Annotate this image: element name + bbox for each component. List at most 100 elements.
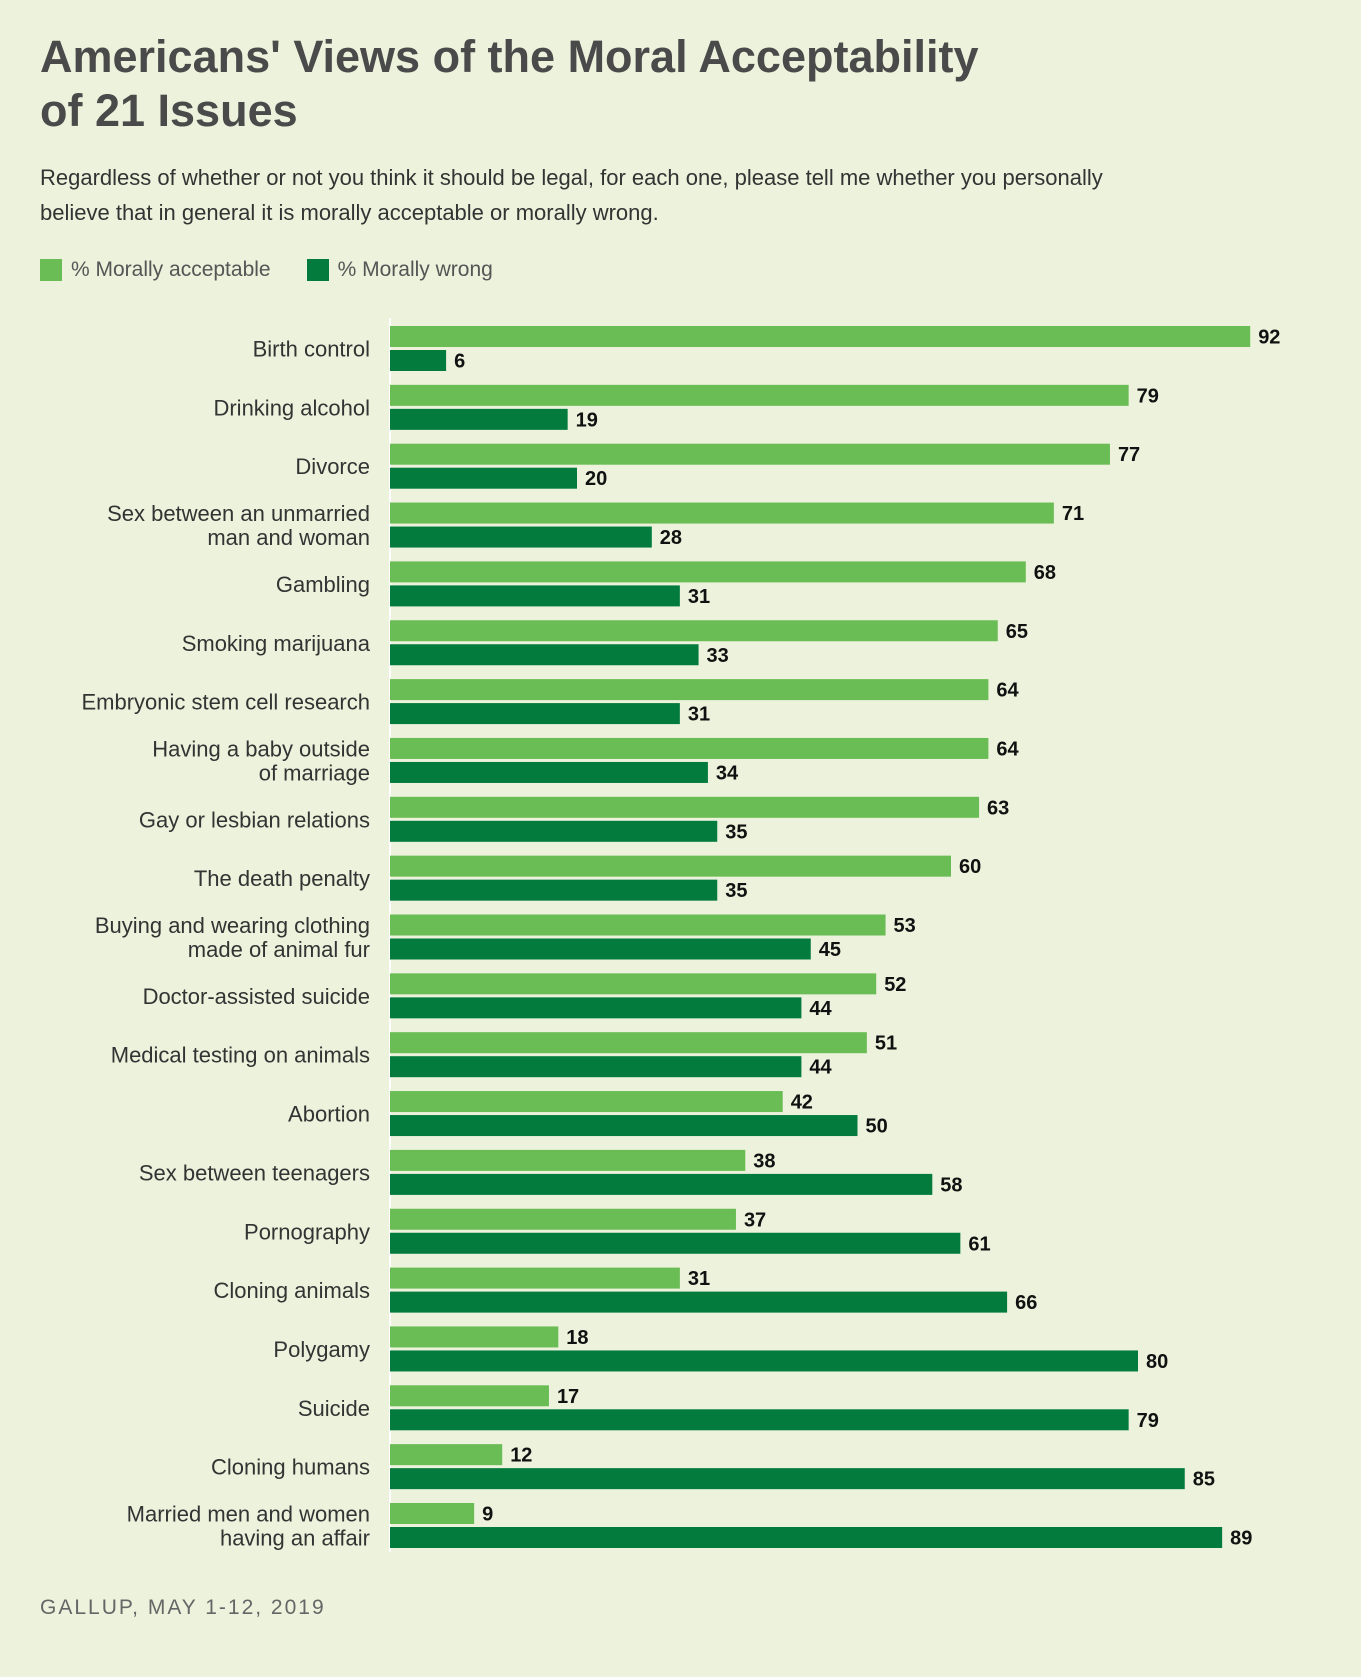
category-label-line: Married men and women: [127, 1502, 370, 1527]
bar-wrong: [390, 938, 811, 960]
category-label: Pornography: [244, 1219, 370, 1244]
data-label-acceptable: 9: [482, 1504, 493, 1526]
data-label-wrong: 35: [725, 821, 747, 843]
legend-swatch-acceptable: [40, 259, 62, 281]
category-label-line: Pornography: [244, 1219, 370, 1244]
chart-subtitle-line2: believe that in general it is morally ac…: [40, 200, 659, 225]
data-label-wrong: 79: [1137, 1410, 1159, 1432]
data-label-acceptable: 92: [1258, 327, 1280, 349]
data-label-acceptable: 71: [1062, 503, 1084, 525]
bar-wrong: [390, 408, 568, 430]
category-label: Gambling: [276, 572, 370, 597]
data-label-acceptable: 51: [875, 1033, 897, 1055]
data-label-wrong: 50: [866, 1116, 888, 1138]
category-label-line: made of animal fur: [188, 937, 370, 962]
bar-acceptable: [390, 384, 1129, 406]
data-label-wrong: 89: [1230, 1528, 1252, 1550]
bar-acceptable: [390, 679, 989, 701]
category-label: Divorce: [295, 454, 370, 479]
data-label-wrong: 31: [688, 586, 710, 608]
bar-wrong: [390, 879, 718, 901]
category-label-line: Suicide: [298, 1396, 370, 1421]
data-label-wrong: 80: [1146, 1351, 1168, 1373]
data-label-acceptable: 17: [557, 1386, 579, 1408]
category-label: Polygamy: [273, 1337, 370, 1362]
category-label-line: Having a baby outside: [152, 736, 370, 761]
data-label-acceptable: 64: [996, 738, 1019, 760]
bar-wrong: [390, 1115, 858, 1137]
category-label: Drinking alcohol: [213, 395, 370, 420]
category-label: Sex between an unmarried man and woman: [107, 501, 370, 550]
data-label-wrong: 85: [1193, 1469, 1215, 1491]
category-label-line: Gay or lesbian relations: [139, 807, 370, 832]
bar-acceptable: [390, 1503, 475, 1524]
bar-wrong: [390, 1468, 1185, 1490]
data-label-acceptable: 64: [996, 680, 1019, 702]
category-label: The death penalty: [194, 866, 370, 891]
category-label: Having a baby outside of marriage: [152, 736, 370, 785]
legend-item-acceptable: % Morally acceptable: [40, 258, 271, 282]
chart-title-line1: Americans' Views of the Moral Acceptabil…: [40, 31, 979, 82]
category-label-line: Smoking marijuana: [182, 631, 371, 656]
category-label-line: Sex between an unmarried: [107, 501, 370, 526]
data-label-acceptable: 68: [1034, 562, 1056, 584]
bar-wrong: [390, 1232, 961, 1254]
category-label-line: having an affair: [220, 1526, 370, 1551]
chart-title-line2: of 21 Issues: [40, 85, 298, 136]
category-label: Sex between teenagers: [139, 1160, 370, 1185]
bar-acceptable: [390, 561, 1026, 583]
bar-acceptable: [390, 973, 877, 995]
data-label-wrong: 61: [968, 1233, 990, 1255]
data-label-wrong: 28: [660, 527, 682, 549]
category-label-line: Cloning humans: [211, 1455, 370, 1480]
bar-acceptable: [390, 1032, 867, 1054]
data-label-wrong: 66: [1015, 1292, 1037, 1314]
category-label-line: Birth control: [253, 337, 370, 362]
data-label-acceptable: 65: [1006, 621, 1028, 643]
bar-wrong: [390, 350, 447, 371]
data-label-acceptable: 63: [987, 797, 1009, 819]
chart-subtitle: Regardless of whether or not you think i…: [40, 160, 1260, 230]
category-label-line: Doctor-assisted suicide: [143, 984, 370, 1009]
bar-wrong: [390, 703, 680, 725]
data-label-acceptable: 31: [688, 1268, 710, 1290]
bar-wrong: [390, 644, 699, 666]
data-label-acceptable: 18: [566, 1327, 588, 1349]
category-label: Cloning animals: [213, 1278, 370, 1303]
data-label-acceptable: 37: [744, 1209, 766, 1231]
category-label: Birth control: [253, 337, 370, 362]
category-label: Married men and women having an affair: [127, 1502, 370, 1551]
bar-acceptable: [390, 914, 886, 936]
bar-acceptable: [390, 326, 1251, 347]
category-label: Embryonic stem cell research: [81, 690, 370, 715]
data-label-acceptable: 12: [510, 1445, 532, 1467]
data-label-acceptable: 79: [1137, 385, 1159, 407]
legend-label-acceptable: % Morally acceptable: [71, 258, 271, 281]
bar-wrong: [390, 997, 802, 1019]
category-label-line: Divorce: [295, 454, 370, 479]
bar-wrong: [390, 1350, 1138, 1372]
bar-acceptable: [390, 796, 980, 818]
category-label: Medical testing on animals: [111, 1043, 370, 1068]
data-label-wrong: 44: [809, 998, 832, 1020]
category-label-line: Abortion: [288, 1102, 370, 1127]
bar-wrong: [390, 820, 718, 842]
data-label-wrong: 6: [454, 351, 465, 373]
bar-acceptable: [390, 855, 951, 877]
data-label-wrong: 31: [688, 704, 710, 726]
bar-wrong: [390, 585, 680, 607]
category-label: Suicide: [298, 1396, 370, 1421]
category-label-line: Cloning animals: [213, 1278, 370, 1303]
bar-wrong: [390, 467, 577, 489]
data-label-acceptable: 77: [1118, 444, 1140, 466]
legend-item-wrong: % Morally wrong: [306, 258, 493, 282]
category-label: Cloning humans: [211, 1455, 370, 1480]
category-label-line: man and woman: [207, 525, 370, 550]
bar-acceptable: [390, 1091, 783, 1113]
data-label-wrong: 35: [725, 880, 747, 902]
bar-acceptable: [390, 1149, 746, 1171]
category-label-line: The death penalty: [194, 866, 370, 891]
bar-acceptable: [390, 737, 989, 759]
category-label: Gay or lesbian relations: [139, 807, 370, 832]
category-label-line: Gambling: [276, 572, 370, 597]
